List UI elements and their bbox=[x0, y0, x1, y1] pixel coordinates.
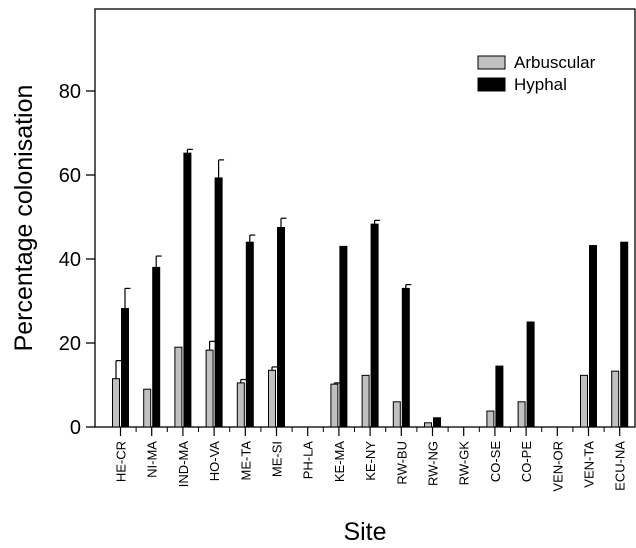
x-category-label: ME-TA bbox=[238, 441, 253, 481]
bar-hyphal bbox=[121, 308, 129, 428]
legend-swatch bbox=[477, 55, 506, 70]
bar-hyphal bbox=[370, 223, 379, 428]
bars-layer bbox=[112, 148, 629, 428]
bar-arbuscular bbox=[205, 349, 214, 428]
bar-hyphal bbox=[183, 152, 192, 428]
x-category-label: RW-BU bbox=[394, 441, 409, 485]
x-category-label: KE-NY bbox=[363, 441, 378, 481]
x-axis-title: Site bbox=[343, 518, 386, 546]
legend: Arbuscular Hyphal bbox=[477, 53, 596, 94]
y-tick-label: 40 bbox=[59, 249, 81, 271]
bar-arbuscular bbox=[361, 374, 370, 428]
x-category-label: RW-NG bbox=[426, 441, 441, 486]
bar-hyphal bbox=[620, 241, 629, 428]
bar-arbuscular bbox=[486, 410, 495, 428]
x-category-label: KE-MA bbox=[332, 441, 347, 483]
bar-hyphal bbox=[277, 227, 285, 428]
bar-arbuscular bbox=[517, 401, 526, 428]
bar-arbuscular bbox=[580, 374, 588, 428]
x-category-label: HO-VA bbox=[207, 441, 222, 482]
bar-hyphal bbox=[152, 266, 161, 428]
bar-hyphal bbox=[401, 287, 410, 428]
legend-label: Arbuscular bbox=[514, 53, 596, 72]
bar-arbuscular bbox=[330, 383, 339, 428]
x-category-label: RW-GK bbox=[457, 441, 472, 486]
bar-hyphal bbox=[589, 245, 597, 428]
legend-label: Hyphal bbox=[514, 75, 567, 94]
bar-arbuscular bbox=[143, 388, 152, 428]
bar-arbuscular bbox=[112, 378, 120, 428]
bar-hyphal bbox=[214, 177, 223, 428]
bar-arbuscular bbox=[392, 401, 401, 428]
bar-hyphal bbox=[339, 245, 348, 428]
x-axis: HE-CR NI-MA IND-MA HO-VA ME-TA ME-SI PH-LA KE-M… bbox=[114, 427, 628, 492]
x-category-label: ECU-NA bbox=[613, 441, 628, 491]
bar-arbuscular bbox=[424, 422, 432, 428]
bar-hyphal bbox=[245, 241, 254, 428]
x-category-label: HE-CR bbox=[114, 441, 129, 482]
bar-arbuscular bbox=[174, 346, 183, 428]
x-category-label: VEN-OR bbox=[550, 441, 565, 492]
bar-arbuscular bbox=[236, 382, 245, 428]
x-category-label: VEN-TA bbox=[582, 441, 597, 488]
legend-swatch bbox=[477, 77, 506, 92]
x-category-label: CO-SE bbox=[488, 441, 503, 483]
y-tick-label: 60 bbox=[59, 165, 81, 187]
x-category-label: PH-LA bbox=[301, 441, 316, 480]
bar-hyphal bbox=[495, 365, 504, 428]
bar-arbuscular bbox=[268, 369, 276, 428]
x-category-label: ME-SI bbox=[270, 441, 285, 477]
y-tick-label: 20 bbox=[59, 333, 81, 355]
y-axis-title: Percentage colonisation bbox=[10, 85, 38, 352]
y-tick-label: 80 bbox=[59, 81, 81, 103]
bar-hyphal bbox=[433, 417, 441, 428]
bar-hyphal bbox=[526, 321, 535, 428]
x-category-label: NI-MA bbox=[145, 441, 160, 478]
y-axis: 0 20 40 60 80 bbox=[59, 81, 95, 439]
x-category-label: CO-PE bbox=[519, 441, 534, 483]
x-category-label: IND-MA bbox=[176, 441, 191, 488]
y-tick-label: 0 bbox=[70, 417, 81, 439]
bar-arbuscular bbox=[611, 370, 620, 428]
